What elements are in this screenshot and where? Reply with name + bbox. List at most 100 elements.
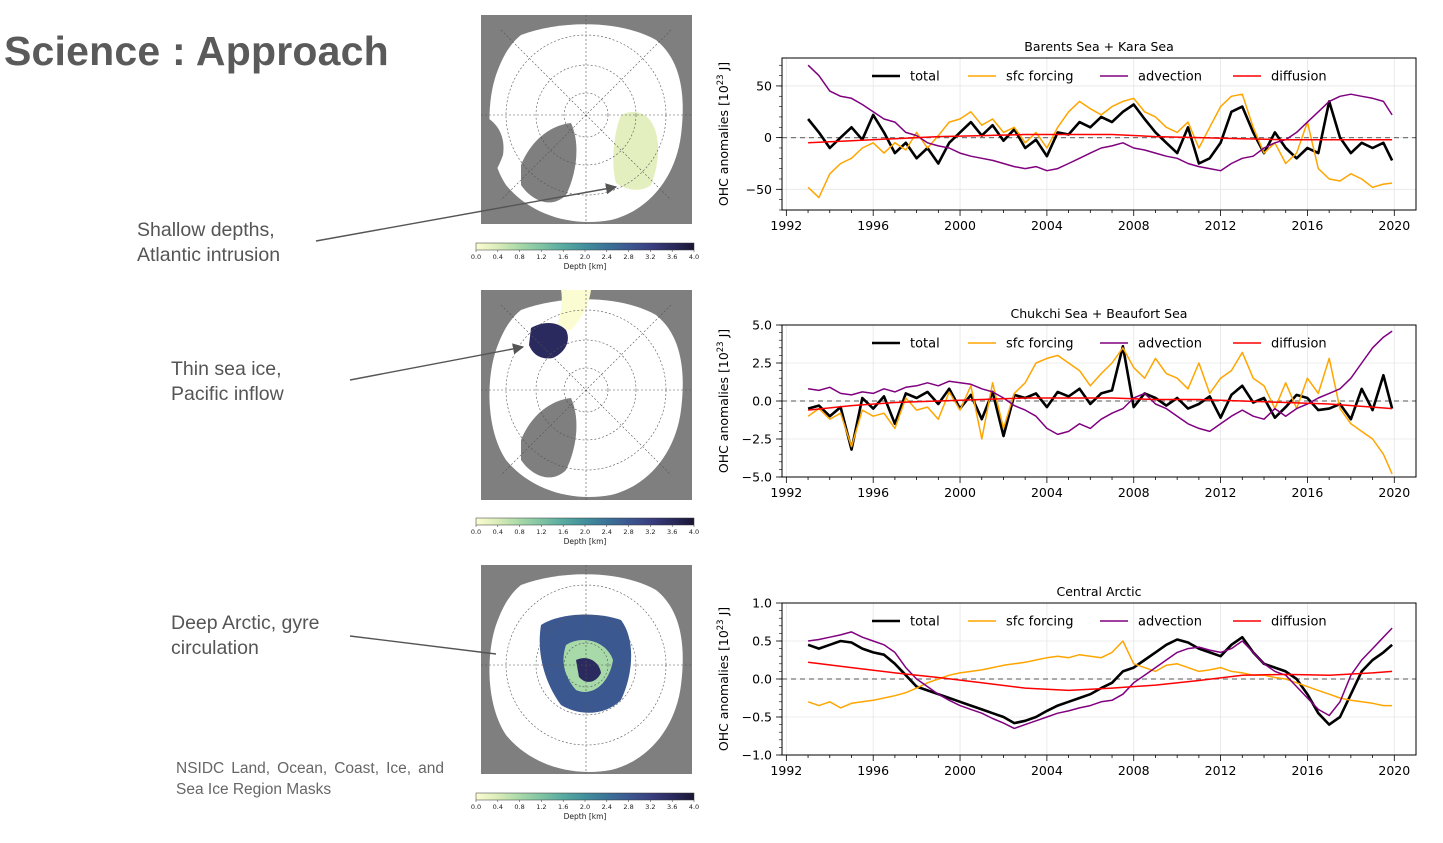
colorbar-tick-label: 0.4 [493,528,503,536]
legend: total sfc forcing advection diffusion [872,337,1327,352]
series-line-diffusion [808,133,1393,144]
y-tick-label: 2.5 [752,356,772,371]
colorbar-gradient [475,792,695,801]
annotation-chukchi: Thin sea ice, Pacific inflow [171,357,284,407]
y-axis-label: OHC anomalies [1023 J] [716,607,731,751]
chart-central-arctic: Central Arctic 1992 1996 2000 2004 2008 2012 20… [716,584,1417,778]
map-land [481,290,511,335]
x-tick-label: 1992 [770,485,802,500]
map-land [521,123,577,203]
series-line-total [807,344,1394,451]
colorbar-tick-label: 4.0 [689,803,699,811]
x-tick-label: 2008 [1118,763,1150,778]
legend-label: total [910,615,940,630]
colorbar-tick-label: 0.0 [471,528,481,536]
legend: total sfc forcing advection diffusion [872,615,1327,630]
series-line-diffusion [808,397,1393,411]
colorbar-tick-label: 1.6 [558,803,568,811]
colorbar-tick-label: 2.8 [623,803,633,811]
colorbar-tick-label: 3.2 [645,253,655,261]
source-citation: NSIDC Land, Ocean, Coast, Ice, and Sea I… [176,760,444,798]
x-tick-label: 1996 [857,218,889,233]
slide-title: Science : Approach [4,28,389,74]
map-land [641,420,692,500]
x-tick-label: 2004 [1031,218,1063,233]
x-tick-label: 2012 [1205,218,1237,233]
y-tick-label: −5.0 [742,470,772,485]
annotation-line: circulation [171,637,259,659]
chart-title: Chukchi Sea + Beaufort Sea [1011,306,1188,321]
y-tick-label: −1.0 [742,748,772,763]
y-tick-label: 0.0 [752,394,772,409]
map-graticule [481,565,692,774]
colorbar-tick-label: 2.4 [602,253,612,261]
legend-label: diffusion [1271,615,1327,630]
x-tick-label: 2016 [1292,763,1324,778]
x-tick-label: 1992 [770,763,802,778]
series-line-advection [807,330,1393,436]
annotation-line: Atlantic intrusion [137,244,281,266]
map-barents-kara [481,15,692,224]
colorbar-1: 0.0 0.4 0.8 1.2 1.6 2.0 2.4 2.8 3.2 3.6 4.0 Depth [… [471,242,699,271]
y-axis-label-sup: 23 [716,619,726,630]
colorbar-tick-label: 4.0 [689,528,699,536]
x-tick-label: 2020 [1378,485,1410,500]
x-tick-label: 1996 [857,485,889,500]
colorbar-tick-label: 4.0 [689,253,699,261]
map-region-fill [529,323,568,359]
annotation-line: Deep Arctic, gyre [171,612,320,634]
chart-title: Barents Sea + Kara Sea [1024,39,1174,54]
series-line-advection [807,64,1393,172]
x-tick-label: 2020 [1378,218,1410,233]
series-line-diffusion [808,661,1393,692]
series-line-sfc-forcing [807,93,1393,199]
map-land [481,115,504,187]
x-tick-label: 2000 [944,218,976,233]
map-region-fill [576,658,601,682]
y-tick-label: −2.5 [742,432,772,447]
y-axis-label-part: OHC anomalies [10 [716,352,731,473]
x-tick-label: 2000 [944,485,976,500]
y-axis-label-part: J] [716,607,731,620]
map-graticule [481,15,692,224]
y-axis-label-part: OHC anomalies [10 [716,85,731,206]
x-tick-label: 1996 [857,763,889,778]
colorbar-tick-label: 0.8 [514,803,524,811]
colorbar-tick-label: 2.8 [623,253,633,261]
chart-barents-kara: Barents Sea + Kara Sea 1992 1996 2000 2004 20… [716,39,1417,233]
colorbar-tick-label: 2.0 [580,253,590,261]
colorbar-gradient [475,517,695,526]
colorbar-label: Depth [km] [564,262,607,271]
y-tick-label: −0.5 [742,710,772,725]
colorbar-tick-label: 2.4 [602,528,612,536]
colorbar-tick-label: 3.6 [667,528,677,536]
colorbar-tick-label: 2.0 [580,803,590,811]
y-axis-label-sup: 23 [716,74,726,85]
colorbar-tick-label: 0.0 [471,253,481,261]
map-chukchi-beaufort [481,290,692,500]
map-region-fill [613,112,659,190]
y-tick-label: 0 [764,130,772,145]
legend-label: sfc forcing [1006,337,1073,352]
x-tick-label: 2004 [1031,485,1063,500]
colorbar-tick-label: 3.6 [667,253,677,261]
x-tick-label: 2004 [1031,763,1063,778]
series-line-total [807,635,1393,726]
colorbar-tick-label: 2.0 [580,528,590,536]
map-region-fill [556,290,591,330]
legend-label: total [910,337,940,352]
colorbar-tick-label: 0.4 [493,253,503,261]
x-tick-label: 2020 [1378,763,1410,778]
x-tick-label: 2008 [1118,485,1150,500]
series-line-advection [807,627,1393,730]
y-axis-label-part: OHC anomalies [10 [716,630,731,751]
legend-label: diffusion [1271,70,1327,85]
colorbar-2: 0.0 0.4 0.8 1.2 1.6 2.0 2.4 2.8 3.2 3.6 4.0 Depth [… [471,517,699,546]
colorbar-tick-label: 1.2 [536,803,546,811]
x-tick-label: 2012 [1205,485,1237,500]
legend-label: sfc forcing [1006,615,1073,630]
map-central-arctic [481,565,692,774]
x-tick-label: 2016 [1292,218,1324,233]
legend-label: sfc forcing [1006,70,1073,85]
y-tick-label: 5.0 [752,318,772,333]
